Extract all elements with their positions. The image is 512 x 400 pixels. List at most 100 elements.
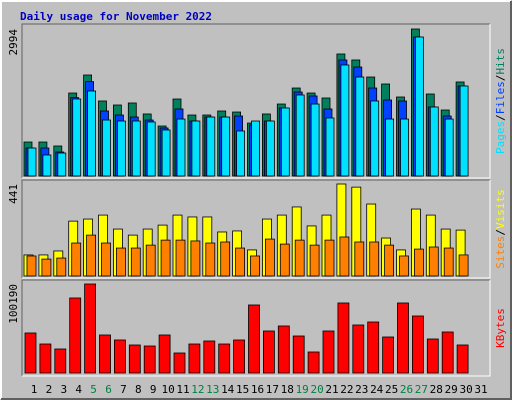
x-tick-label: 7 — [120, 383, 127, 396]
x-tick-label: 2 — [46, 383, 53, 396]
bar — [27, 147, 37, 177]
legend-entry: Hits — [494, 48, 507, 75]
bar — [71, 242, 82, 277]
bar — [130, 247, 141, 277]
x-tick-label: 30 — [459, 383, 472, 396]
bar — [400, 118, 409, 177]
bar — [294, 239, 305, 277]
bar — [57, 152, 67, 177]
bar — [220, 241, 231, 277]
bar — [264, 238, 275, 277]
bar — [158, 334, 171, 374]
bar — [190, 240, 201, 277]
legend-entry: Files — [494, 81, 507, 114]
bar — [218, 343, 231, 374]
bar — [99, 334, 111, 374]
legend-entry: Visits — [494, 189, 507, 229]
bar — [41, 258, 52, 277]
bar — [221, 116, 231, 177]
bar — [322, 330, 335, 374]
plot-border-light — [22, 24, 491, 179]
bar — [250, 255, 260, 277]
bar — [292, 335, 305, 374]
bar — [369, 241, 380, 277]
bar — [441, 331, 454, 374]
bar — [54, 348, 67, 374]
bar — [339, 236, 350, 277]
bar — [116, 247, 126, 277]
x-tick-label: 8 — [135, 383, 142, 396]
bar — [352, 324, 365, 374]
x-tick-label: 9 — [150, 383, 157, 396]
x-tick-label: 22 — [340, 383, 353, 396]
x-tick-label: 13 — [206, 383, 219, 396]
bar — [413, 248, 424, 277]
bar — [175, 239, 186, 277]
bar — [69, 297, 82, 374]
chart-title: Daily usage for November 2022 — [20, 10, 212, 23]
x-tick-label: 25 — [385, 383, 398, 396]
y-tick-label: 441 — [7, 184, 20, 204]
bar — [385, 118, 395, 177]
bar — [354, 241, 365, 277]
x-tick-label: 11 — [176, 383, 189, 396]
bar — [355, 76, 365, 177]
bar — [24, 332, 37, 374]
bar — [248, 304, 260, 374]
x-tick-label: 21 — [325, 383, 338, 396]
bar — [42, 154, 52, 177]
bar — [382, 336, 395, 374]
bar — [117, 120, 126, 177]
bar — [176, 118, 186, 177]
x-tick-label: 28 — [430, 383, 443, 396]
bar — [72, 98, 82, 177]
bar — [161, 129, 171, 177]
x-tick-label: 24 — [370, 383, 384, 396]
legend-entry: Sites — [494, 236, 507, 269]
bar — [279, 243, 290, 277]
bar — [428, 246, 439, 277]
bar — [87, 90, 96, 177]
bar — [205, 242, 216, 277]
bar — [325, 117, 335, 177]
x-tick-label: 14 — [221, 383, 235, 396]
x-tick-label: 6 — [105, 383, 112, 396]
bar — [310, 103, 320, 177]
bar — [39, 343, 52, 374]
bar — [399, 255, 409, 277]
bar — [114, 339, 126, 374]
bar — [397, 302, 409, 374]
y-tick-label: 2994 — [7, 29, 20, 56]
bar — [414, 36, 424, 177]
plot-border-dark — [21, 279, 490, 376]
legend-separator: / — [494, 114, 507, 121]
bar — [146, 121, 156, 177]
bar — [295, 94, 305, 177]
bar — [443, 247, 454, 277]
x-tick-label: 20 — [310, 383, 323, 396]
bar — [235, 247, 246, 277]
bar — [206, 116, 216, 177]
bar — [233, 339, 246, 374]
legend-separator: / — [494, 229, 507, 236]
bar — [188, 343, 201, 374]
bar — [262, 330, 275, 374]
bar — [203, 340, 216, 374]
bar — [56, 257, 67, 277]
bar — [384, 244, 395, 277]
x-tick-label: 18 — [281, 383, 294, 396]
bar — [459, 85, 469, 177]
bar — [265, 120, 275, 177]
x-tick-label: 1 — [31, 383, 38, 396]
legend: Sites/Visits — [494, 189, 507, 269]
bar — [367, 321, 380, 374]
x-tick-label: 31 — [474, 383, 487, 396]
bar — [456, 344, 469, 374]
bar — [26, 255, 37, 277]
bar — [324, 239, 335, 277]
bar — [337, 302, 350, 374]
legend-entry: Pages — [494, 121, 507, 154]
x-tick-label: 12 — [191, 383, 204, 396]
